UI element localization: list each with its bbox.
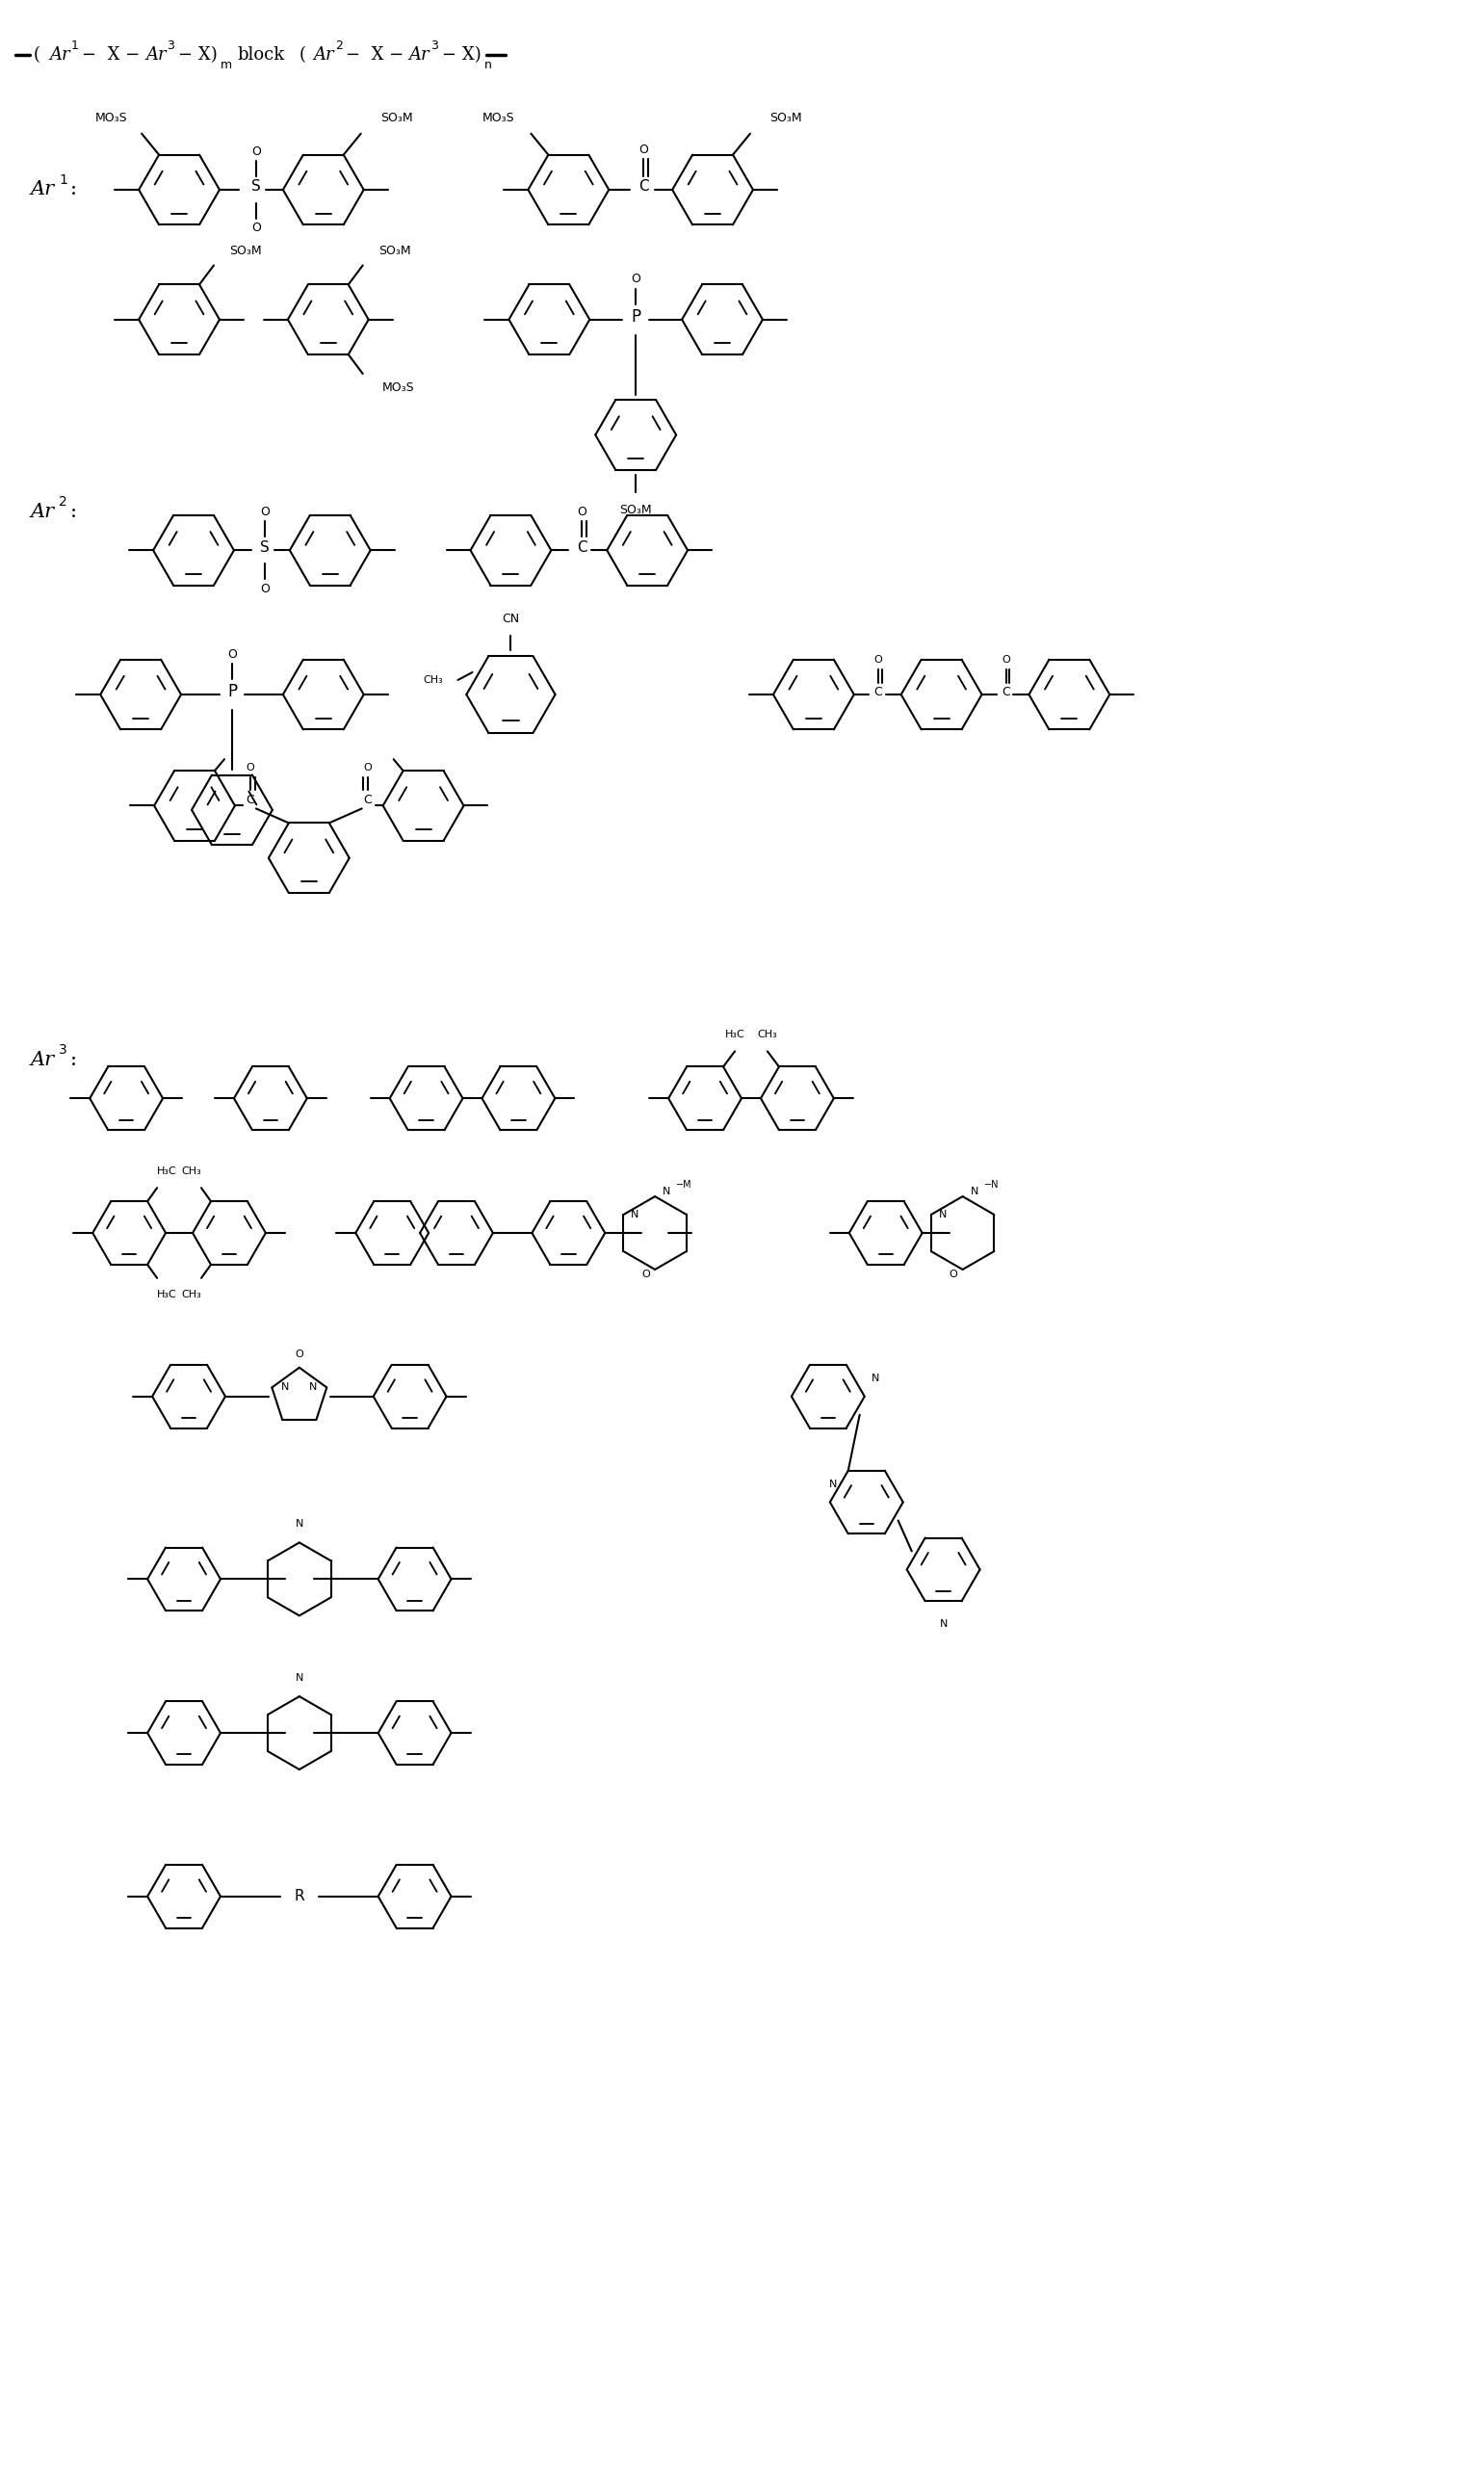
Text: R: R: [294, 1889, 304, 1904]
Text: H₃C: H₃C: [157, 1289, 177, 1299]
Text: N: N: [295, 1673, 303, 1683]
Text: Ar: Ar: [313, 47, 334, 65]
Text: H₃C: H₃C: [157, 1167, 177, 1177]
Text: C: C: [874, 684, 881, 697]
Text: O: O: [638, 142, 649, 157]
Text: O: O: [260, 582, 270, 595]
Text: :: :: [71, 1050, 77, 1070]
Text: O: O: [260, 505, 270, 518]
Text: Ar: Ar: [410, 47, 430, 65]
Text: 2: 2: [335, 40, 343, 52]
Text: N: N: [309, 1384, 318, 1391]
Text: H₃C: H₃C: [724, 1030, 745, 1040]
Text: C: C: [364, 794, 372, 806]
Text: O: O: [1002, 655, 1011, 665]
Text: Ar: Ar: [30, 503, 55, 520]
Text: C: C: [638, 179, 649, 194]
Text: N: N: [663, 1187, 671, 1197]
Text: O: O: [251, 144, 261, 157]
Text: (: (: [300, 47, 306, 65]
Text: 3: 3: [59, 1043, 67, 1058]
Text: Ar: Ar: [145, 47, 166, 65]
Text: N: N: [971, 1187, 978, 1197]
Text: − X): − X): [178, 47, 218, 65]
Text: n: n: [484, 57, 491, 72]
Text: O: O: [364, 762, 372, 772]
Text: MO₃S: MO₃S: [95, 112, 128, 124]
Text: N: N: [871, 1374, 879, 1384]
Text: :: :: [71, 503, 77, 520]
Text: SO₃M: SO₃M: [230, 244, 261, 259]
Text: C: C: [1002, 684, 1011, 697]
Text: P: P: [631, 309, 641, 326]
Text: N: N: [295, 1518, 303, 1528]
Text: O: O: [227, 647, 237, 660]
Text: N: N: [939, 1620, 947, 1630]
Text: −  X −: − X −: [82, 47, 139, 65]
Text: S: S: [251, 179, 261, 194]
Text: − X): − X): [442, 47, 481, 65]
Text: CH₃: CH₃: [757, 1030, 778, 1040]
Text: 1: 1: [71, 40, 79, 52]
Text: N: N: [282, 1384, 289, 1391]
Text: O: O: [641, 1269, 650, 1279]
Text: C: C: [577, 540, 588, 555]
Text: 3: 3: [430, 40, 438, 52]
Text: O: O: [577, 505, 586, 518]
Text: Ar: Ar: [49, 47, 70, 65]
Text: block: block: [237, 47, 285, 65]
Text: :: :: [71, 182, 77, 199]
Text: O: O: [950, 1269, 957, 1279]
Text: O: O: [246, 762, 255, 772]
Text: O: O: [295, 1349, 304, 1359]
Text: N: N: [631, 1210, 640, 1220]
Text: O: O: [874, 655, 881, 665]
Text: −M: −M: [677, 1180, 692, 1190]
Text: N: N: [830, 1478, 837, 1488]
Text: SO₃M: SO₃M: [620, 505, 651, 518]
Text: MO₃S: MO₃S: [482, 112, 515, 124]
Text: 1: 1: [59, 174, 68, 187]
Text: SO₃M: SO₃M: [378, 244, 411, 259]
Text: S: S: [260, 540, 270, 555]
Text: CH₃: CH₃: [181, 1289, 202, 1299]
Text: P: P: [227, 682, 237, 699]
Text: 3: 3: [166, 40, 174, 52]
Text: Ar: Ar: [30, 182, 55, 199]
Text: (: (: [33, 47, 40, 65]
Text: MO₃S: MO₃S: [383, 381, 414, 393]
Text: N: N: [939, 1210, 947, 1220]
Text: CN: CN: [502, 612, 519, 625]
Text: −  X −: − X −: [346, 47, 404, 65]
Text: O: O: [631, 274, 641, 286]
Text: Ar: Ar: [30, 1050, 55, 1070]
Text: 2: 2: [59, 495, 67, 508]
Text: −N: −N: [984, 1180, 999, 1190]
Text: CH₃: CH₃: [181, 1167, 202, 1177]
Text: SO₃M: SO₃M: [380, 112, 413, 124]
Text: CH₃: CH₃: [423, 675, 444, 684]
Text: O: O: [251, 222, 261, 234]
Text: SO₃M: SO₃M: [770, 112, 801, 124]
Text: m: m: [221, 57, 232, 72]
Text: C: C: [246, 794, 255, 806]
